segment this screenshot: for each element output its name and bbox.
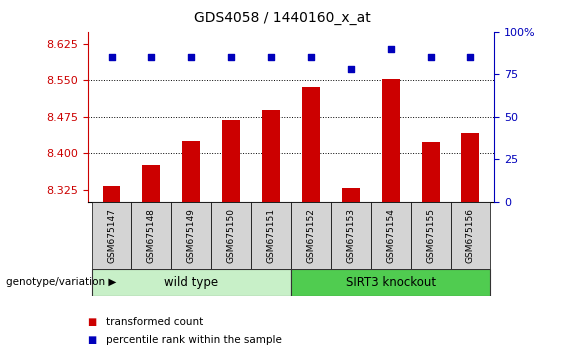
- Bar: [171, 202, 211, 269]
- Bar: [331, 202, 371, 269]
- Point: [147, 55, 156, 60]
- Text: wild type: wild type: [164, 276, 218, 289]
- Point: [267, 55, 276, 60]
- Text: GSM675156: GSM675156: [466, 208, 475, 263]
- Text: GSM675147: GSM675147: [107, 208, 116, 263]
- Text: SIRT3 knockout: SIRT3 knockout: [346, 276, 436, 289]
- Bar: [132, 202, 171, 269]
- Text: GDS4058 / 1440160_x_at: GDS4058 / 1440160_x_at: [194, 11, 371, 25]
- Text: GSM675151: GSM675151: [267, 208, 276, 263]
- Bar: [450, 202, 490, 269]
- Bar: [291, 269, 490, 296]
- Text: GSM675150: GSM675150: [227, 208, 236, 263]
- Bar: [371, 202, 411, 269]
- Point: [466, 55, 475, 60]
- Bar: [222, 120, 240, 202]
- Bar: [382, 79, 399, 202]
- Point: [426, 55, 435, 60]
- Text: genotype/variation ▶: genotype/variation ▶: [6, 277, 116, 287]
- Text: GSM675152: GSM675152: [306, 208, 315, 263]
- Bar: [142, 165, 160, 202]
- Bar: [342, 188, 360, 202]
- Text: GSM675149: GSM675149: [187, 208, 195, 263]
- Bar: [92, 202, 132, 269]
- Point: [227, 55, 236, 60]
- Bar: [102, 186, 120, 202]
- Bar: [251, 202, 291, 269]
- Bar: [92, 269, 291, 296]
- Point: [386, 46, 395, 52]
- Text: ■: ■: [88, 317, 97, 327]
- Bar: [182, 141, 200, 202]
- Text: GSM675154: GSM675154: [386, 208, 395, 263]
- Bar: [291, 202, 331, 269]
- Bar: [262, 109, 280, 202]
- Bar: [302, 87, 320, 202]
- Point: [107, 55, 116, 60]
- Text: ■: ■: [88, 335, 97, 345]
- Text: transformed count: transformed count: [106, 317, 203, 327]
- Bar: [421, 142, 440, 202]
- Point: [306, 55, 315, 60]
- Bar: [462, 133, 480, 202]
- Text: GSM675148: GSM675148: [147, 208, 156, 263]
- Text: percentile rank within the sample: percentile rank within the sample: [106, 335, 281, 345]
- Bar: [411, 202, 450, 269]
- Point: [346, 67, 355, 72]
- Bar: [211, 202, 251, 269]
- Text: GSM675155: GSM675155: [426, 208, 435, 263]
- Text: GSM675153: GSM675153: [346, 208, 355, 263]
- Point: [187, 55, 196, 60]
